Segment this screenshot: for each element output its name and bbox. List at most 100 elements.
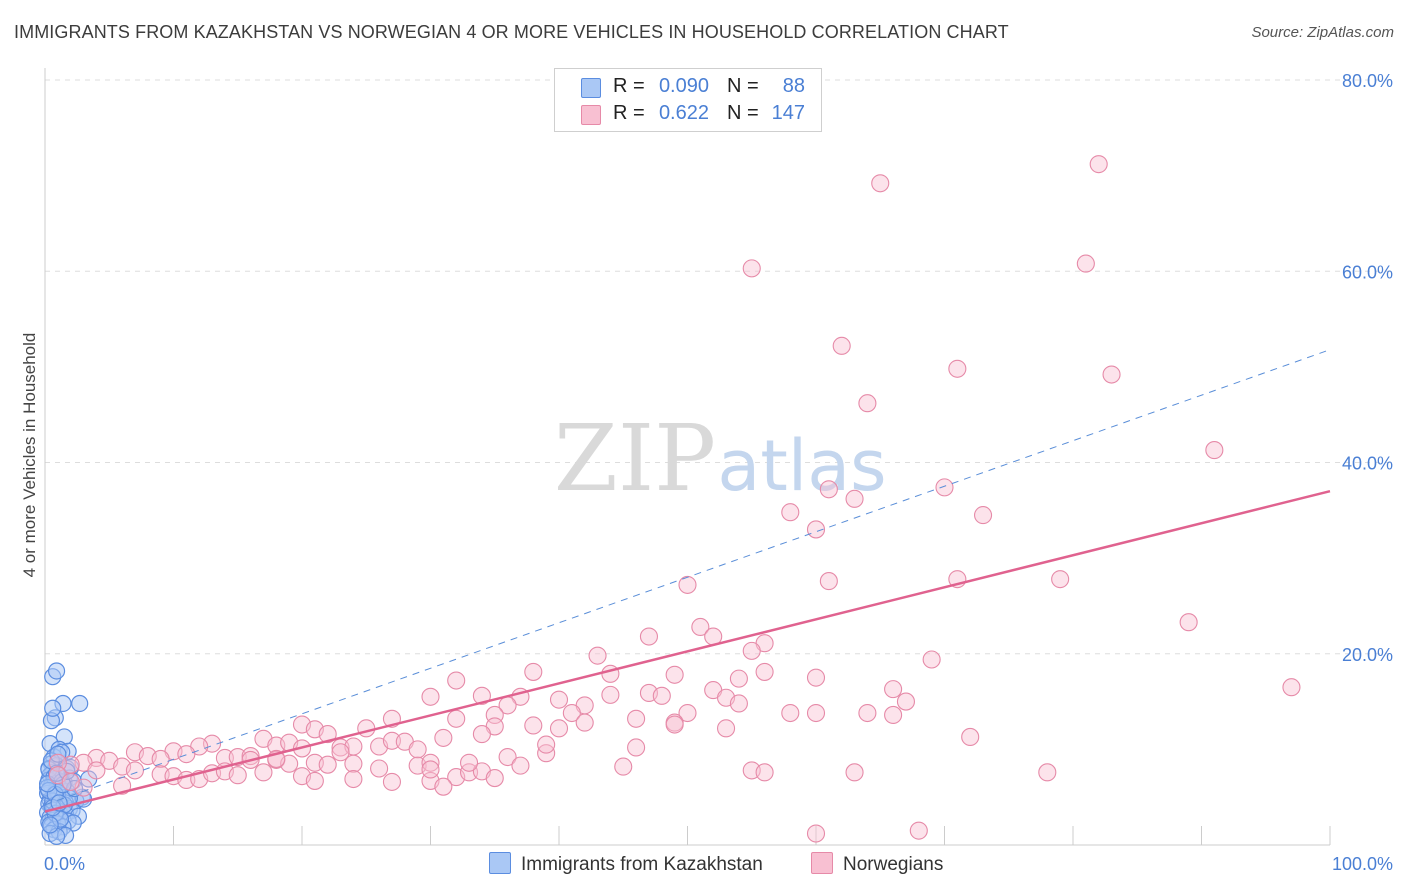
legend-r-value: 0.622 (658, 102, 709, 124)
data-point-norwegians (1038, 763, 1057, 782)
data-point-norwegians (742, 259, 761, 278)
data-point-norwegians (434, 777, 453, 796)
data-point-norwegians (678, 575, 697, 594)
data-point-norwegians (652, 686, 671, 705)
data-point-norwegians (1051, 570, 1070, 589)
data-point-norwegians (806, 824, 826, 843)
data-point-norwegians (447, 671, 466, 690)
series-kazakhstan-points (38, 662, 98, 845)
legend-swatch-blue (581, 78, 601, 98)
data-point-norwegians (472, 725, 491, 744)
tick-labels: 20.0% 40.0% 60.0% 80.0% 0.0% 100.0% (44, 71, 1393, 874)
watermark-zip: ZIP (554, 405, 716, 512)
data-point-norwegians (421, 753, 440, 772)
data-point-norwegians (884, 680, 903, 699)
data-point-norwegians (177, 745, 196, 764)
data-point-norwegians (729, 694, 748, 713)
watermark-atlas: atlas (717, 425, 886, 507)
data-point-norwegians (524, 662, 543, 681)
data-point-norwegians (819, 572, 838, 591)
data-point-norwegians (1089, 155, 1108, 174)
data-point-norwegians (408, 740, 427, 759)
data-point-norwegians (627, 738, 646, 757)
data-point-norwegians (665, 715, 684, 734)
gridlines (45, 79, 1395, 655)
data-point-norwegians (370, 759, 389, 778)
trend-lines (44, 349, 1331, 813)
data-point-norwegians (447, 709, 466, 728)
trend-line-norwegians (44, 489, 1331, 813)
data-point-norwegians (549, 719, 569, 738)
data-point-norwegians (858, 394, 877, 413)
data-point-norwegians (61, 772, 80, 791)
chart-title: IMMIGRANTS FROM KAZAKHSTAN VS NORWEGIAN … (14, 22, 1009, 42)
data-point-norwegians (434, 728, 453, 747)
data-point-norwegians (318, 755, 337, 774)
data-point-norwegians (832, 336, 851, 355)
legend-r-value: 0.090 (658, 75, 709, 97)
data-point-norwegians (305, 771, 324, 790)
legend-n-value: 88 (782, 75, 805, 97)
data-point-norwegians (781, 703, 800, 723)
data-point-norwegians (575, 713, 594, 732)
source-label: Source: ZipAtlas.com (1251, 24, 1394, 41)
data-point-norwegians (614, 757, 633, 776)
data-point-norwegians (524, 716, 543, 735)
data-point-norwegians (845, 489, 864, 508)
legend-n-value: 147 (771, 102, 805, 124)
bottom-legend-swatch-pink (811, 852, 833, 874)
y-tick-label: 80.0% (1342, 71, 1393, 91)
data-point-norwegians (318, 725, 337, 744)
data-point-norwegians (48, 753, 67, 772)
data-point-norwegians (459, 763, 479, 782)
data-point-norwegians (549, 690, 569, 709)
data-point-norwegians (254, 763, 273, 782)
data-point-norwegians (884, 705, 903, 725)
data-point-norwegians (845, 763, 864, 782)
data-point-norwegians (742, 641, 761, 660)
data-point-norwegians (357, 719, 376, 738)
bottom-legend-label: Immigrants from Kazakhstan (521, 854, 763, 875)
data-point-norwegians (806, 520, 826, 539)
data-point-norwegians (421, 760, 440, 779)
bottom-legend-label: Norwegians (843, 854, 944, 875)
bottom-legend-norwegians: Norwegians (811, 852, 943, 876)
watermark: ZIP atlas (554, 405, 887, 512)
data-point-norwegians (871, 174, 890, 193)
legend-n-label: N = (727, 102, 759, 124)
data-point-norwegians (421, 687, 440, 706)
data-point-norwegians (601, 685, 620, 704)
data-point-norwegians (125, 761, 144, 780)
data-point-norwegians (716, 719, 736, 738)
data-point-norwegians (627, 709, 646, 728)
data-point-norwegians (151, 749, 170, 768)
legend-r-label: R = (613, 102, 645, 124)
data-point-norwegians (1102, 365, 1121, 384)
y-tick-label: 60.0% (1342, 262, 1393, 282)
stats-legend: R = 0.090 N = 88 R = 0.622 N = 147 (554, 68, 822, 132)
trend-line-kazakhstan (44, 349, 1331, 806)
bottom-legend-swatch-blue (489, 852, 511, 874)
x-tick-label: 100.0% (1332, 854, 1393, 874)
data-point-norwegians (678, 703, 697, 723)
data-point-norwegians (781, 503, 800, 522)
data-point-norwegians (228, 766, 247, 785)
data-point-norwegians (511, 756, 530, 775)
data-point-norwegians (562, 703, 581, 723)
bottom-legend-kazakhstan: Immigrants from Kazakhstan (489, 852, 763, 876)
data-point-norwegians (935, 478, 954, 497)
data-point-norwegians (639, 627, 659, 646)
data-point-norwegians (729, 669, 748, 688)
legend-swatch-pink (581, 105, 601, 125)
x-tick-label: 0.0% (44, 854, 85, 874)
legend-n-label: N = (727, 75, 759, 97)
y-tick-label: 20.0% (1342, 645, 1393, 665)
data-point-kazakhstan (41, 816, 59, 834)
data-point-norwegians (665, 665, 684, 684)
data-point-norwegians (755, 662, 774, 681)
data-point-norwegians (896, 692, 916, 711)
data-point-norwegians (87, 761, 106, 780)
data-point-norwegians (909, 821, 928, 840)
data-point-norwegians (344, 769, 363, 789)
